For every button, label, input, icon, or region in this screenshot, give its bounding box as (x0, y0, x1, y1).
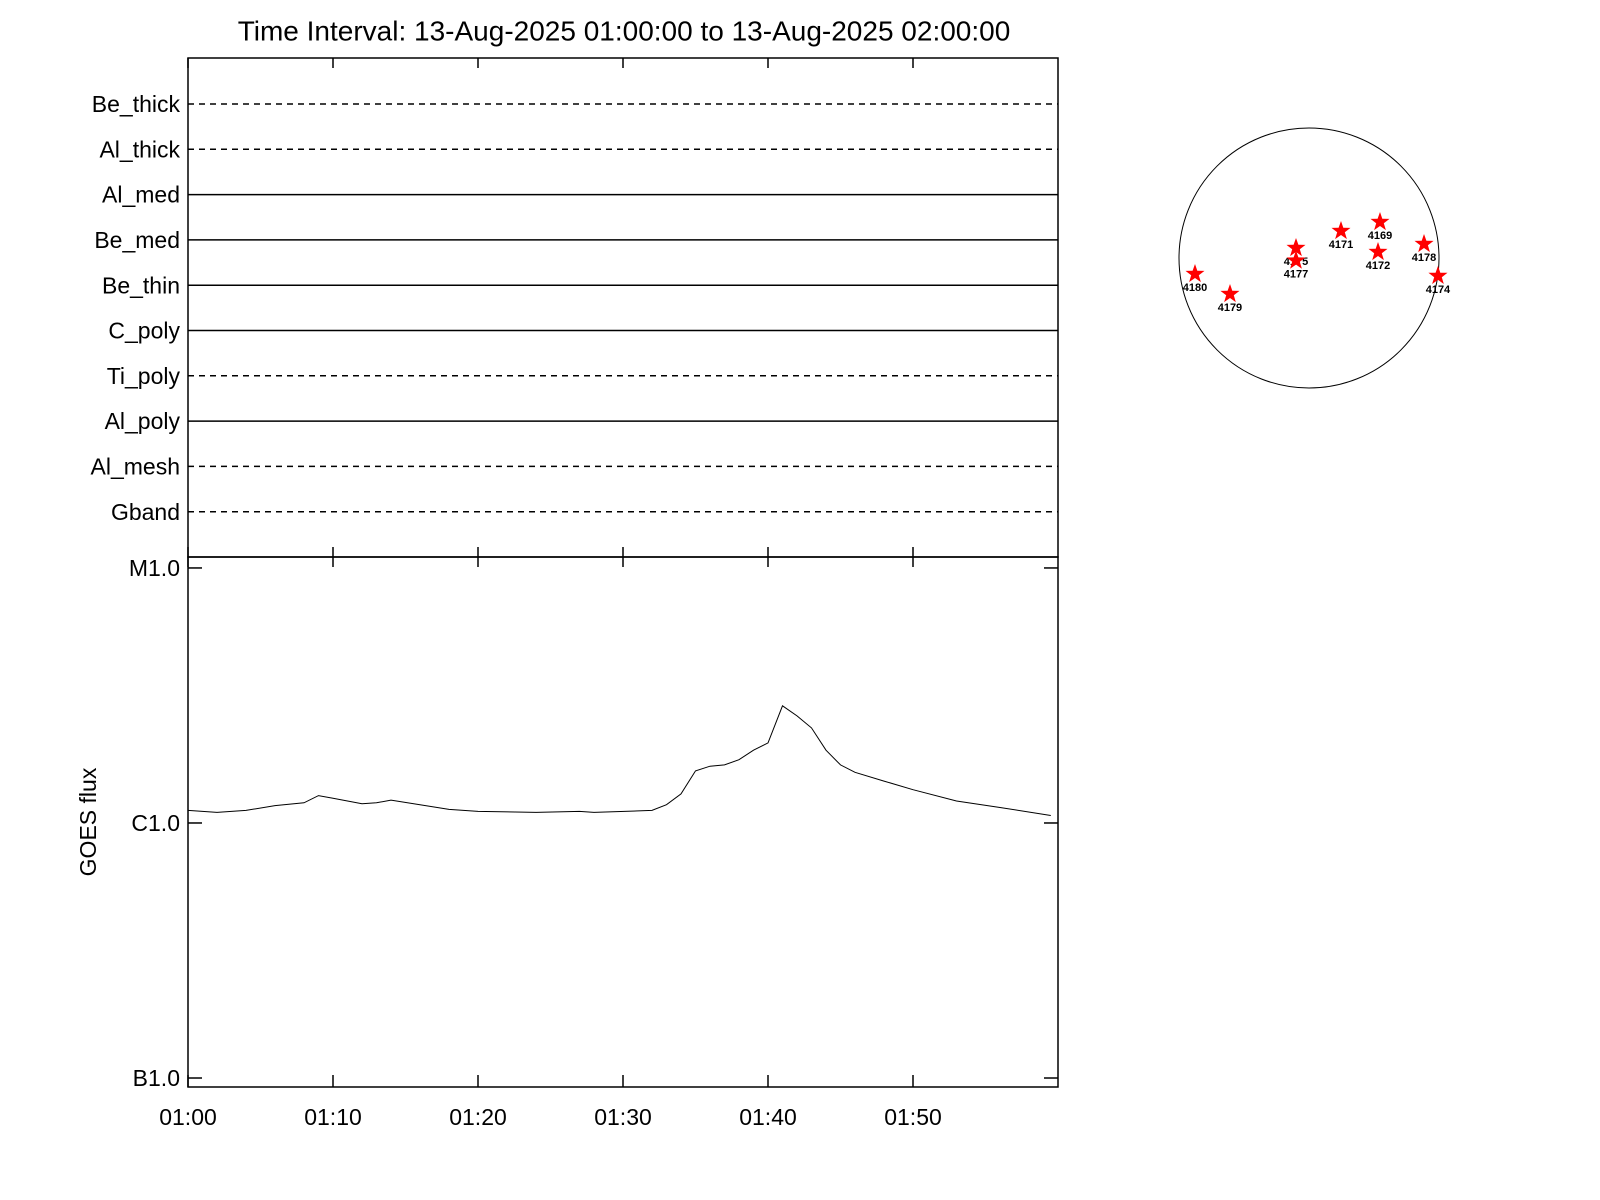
region-label: 4180 (1183, 282, 1207, 294)
region-star (1370, 212, 1390, 231)
y-tick-label: B1.0 (133, 1065, 180, 1091)
y-tick-label: M1.0 (129, 555, 180, 581)
region-star (1185, 264, 1205, 283)
state-label: C_poly (108, 318, 180, 344)
region-label: 4179 (1218, 302, 1242, 314)
solar-disk (1178, 127, 1440, 389)
state-label: Al_mesh (91, 453, 180, 479)
state-label: Ti_poly (107, 363, 181, 389)
x-tick-label: 01:40 (739, 1104, 797, 1130)
state-label: Gband (111, 499, 180, 525)
region-star (1414, 234, 1434, 253)
state-label: Al_poly (105, 408, 181, 434)
region-label: 4169 (1368, 230, 1392, 242)
state-label: Al_med (102, 182, 180, 208)
state-label: Al_thick (99, 136, 180, 162)
x-tick-label: 01:30 (594, 1104, 652, 1130)
region-label: 4177 (1284, 269, 1308, 281)
y-tick-label: C1.0 (131, 810, 180, 836)
region-star (1286, 238, 1306, 257)
state-label: Be_thick (92, 91, 181, 117)
region-star (1368, 242, 1388, 261)
x-tick-label: 01:00 (159, 1104, 217, 1130)
x-tick-label: 01:10 (304, 1104, 362, 1130)
state-label: Be_thin (102, 272, 180, 298)
region-label: 4178 (1412, 252, 1436, 264)
region-star (1286, 250, 1306, 269)
flux-line (187, 705, 1051, 816)
region-star (1220, 284, 1240, 303)
region-label: 4172 (1366, 260, 1390, 272)
state-label: Be_med (94, 227, 180, 253)
region-star (1428, 265, 1448, 284)
region-label: 4171 (1329, 239, 1353, 251)
y-axis-label: GOES flux (75, 767, 101, 876)
x-tick-label: 01:20 (449, 1104, 507, 1130)
chart-title: Time Interval: 13-Aug-2025 01:00:00 to 1… (238, 15, 1011, 46)
region-label: 4174 (1426, 284, 1451, 296)
region-star (1331, 221, 1351, 240)
x-tick-label: 01:50 (884, 1104, 942, 1130)
